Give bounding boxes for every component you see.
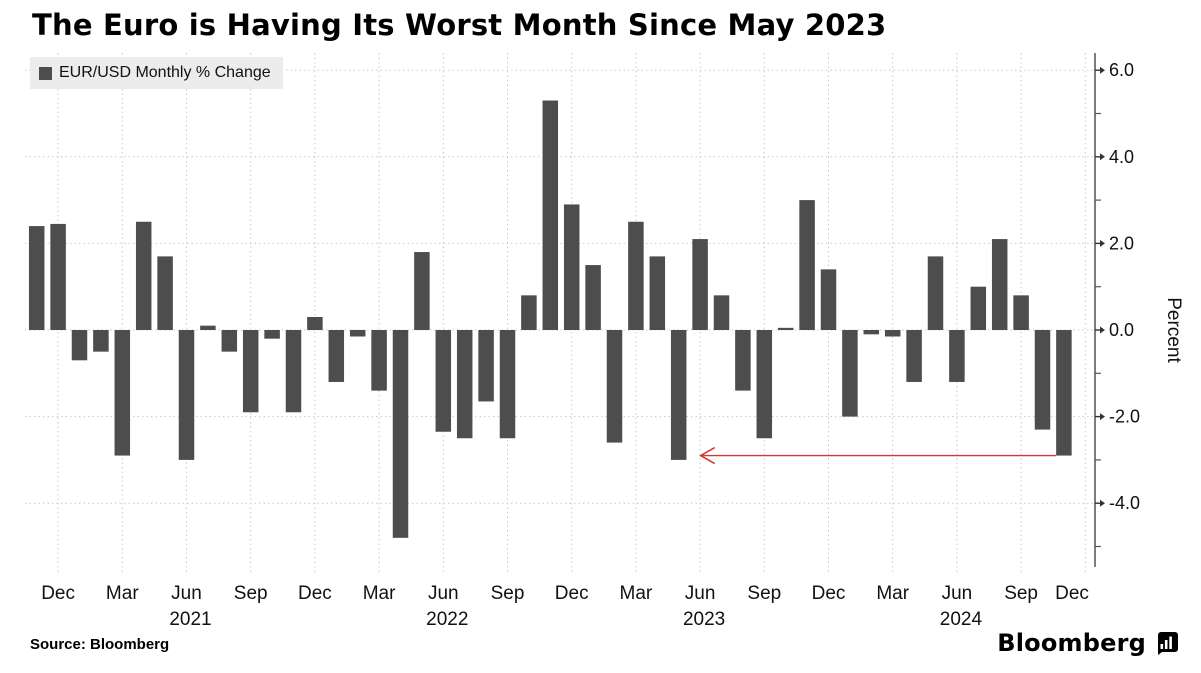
bar-jul-2022 (456, 330, 473, 439)
bar-oct-2021 (264, 330, 280, 339)
y-tick-arrow (1100, 499, 1105, 507)
bar-sep-2022 (499, 330, 516, 439)
bar-oct-2022 (521, 295, 537, 330)
bar-may-2022 (414, 252, 430, 330)
bar-sep-2024 (1013, 295, 1029, 330)
legend-label: EUR/USD Monthly % Change (59, 64, 271, 81)
x-tick-label: Dec (298, 583, 332, 604)
bar-aug-2024 (991, 239, 1008, 330)
x-year-label: 2021 (169, 609, 211, 630)
bar-aug-2022 (478, 330, 494, 402)
bar-nov-2023 (799, 200, 815, 330)
annotation-arrow-head (699, 446, 716, 465)
bar-apr-2023 (649, 256, 666, 330)
x-tick-label: Sep (234, 583, 268, 604)
bar-may-2023 (670, 330, 687, 460)
bar-apr-2021 (135, 221, 152, 330)
y-tick-label: 2.0 (1109, 233, 1134, 253)
bar-oct-2023 (777, 327, 794, 330)
y-tick-arrow (1100, 413, 1105, 421)
bar-feb-2021 (93, 330, 109, 352)
x-tick-label: Mar (620, 583, 653, 604)
bar-mar-2021 (114, 330, 131, 456)
bar-nov-2021 (285, 330, 302, 413)
bar-apr-2024 (906, 330, 922, 382)
bar-jul-2023 (713, 295, 730, 330)
bar-nov-2020 (28, 226, 45, 330)
bar-jan-2021 (71, 330, 88, 361)
bar-dec-2020 (50, 223, 66, 330)
source-label: Source: Bloomberg (30, 636, 170, 653)
bar-nov-2024 (1056, 330, 1072, 456)
bloomberg-wordmark: Bloomberg (997, 629, 1146, 657)
bar-jan-2023 (585, 265, 601, 330)
bar-mar-2022 (371, 330, 387, 391)
bar-mar-2024 (884, 330, 901, 337)
bar-mar-2023 (628, 221, 644, 330)
bar-jul-2024 (970, 286, 987, 330)
y-tick-label: -4.0 (1109, 493, 1140, 513)
y-tick-arrow (1100, 326, 1105, 334)
bar-jun-2024 (949, 330, 965, 382)
legend-swatch-icon (39, 66, 52, 80)
bloomberg-logo: Bloomberg (997, 629, 1179, 657)
x-tick-label: Jun (171, 583, 202, 604)
x-tick-label: Dec (555, 583, 589, 604)
x-tick-label: Jun (685, 583, 716, 604)
x-year-label: 2022 (426, 609, 468, 630)
x-tick-label: Dec (812, 583, 846, 604)
x-tick-label: Mar (363, 583, 396, 604)
bar-jun-2023 (692, 239, 708, 330)
y-tick-label: -2.0 (1109, 407, 1140, 427)
x-tick-label: Sep (1004, 583, 1038, 604)
y-tick-arrow (1100, 153, 1105, 161)
bloomberg-bars-icon (1158, 631, 1178, 655)
x-tick-label: Dec (41, 583, 75, 604)
bar-dec-2021 (307, 317, 323, 330)
bar-jan-2022 (328, 330, 345, 382)
x-tick-label: Mar (106, 583, 139, 604)
x-tick-label: Sep (491, 583, 525, 604)
y-axis-title: Percent (1163, 297, 1184, 363)
bar-aug-2023 (735, 330, 751, 391)
bar-apr-2022 (392, 330, 409, 538)
y-tick-arrow (1100, 66, 1105, 74)
bar-feb-2024 (863, 330, 880, 335)
bar-jan-2024 (842, 330, 858, 417)
chart-title: The Euro is Having Its Worst Month Since… (32, 8, 887, 42)
bar-may-2021 (157, 256, 173, 330)
x-tick-label: Sep (747, 583, 781, 604)
x-tick-label: Dec (1055, 583, 1089, 604)
bar-may-2024 (927, 256, 944, 330)
y-tick-label: 6.0 (1109, 60, 1134, 80)
x-year-label: 2023 (683, 609, 725, 630)
bar-jun-2021 (178, 330, 195, 460)
x-tick-label: Mar (876, 583, 909, 604)
bar-sep-2021 (242, 330, 259, 413)
bar-aug-2021 (221, 330, 238, 352)
x-tick-label: Jun (428, 583, 459, 604)
bar-dec-2022 (563, 204, 580, 330)
y-tick-arrow (1100, 239, 1105, 247)
legend: EUR/USD Monthly % Change (30, 57, 283, 89)
bar-dec-2023 (820, 269, 837, 330)
y-tick-label: 4.0 (1109, 147, 1134, 167)
bar-jun-2022 (435, 330, 452, 432)
x-tick-label: Jun (942, 583, 973, 604)
x-year-label: 2024 (940, 609, 983, 630)
bar-oct-2024 (1034, 330, 1051, 430)
bar-nov-2022 (542, 100, 559, 330)
bar-jul-2021 (200, 325, 216, 330)
bar-feb-2023 (606, 330, 623, 443)
bar-sep-2023 (756, 330, 773, 439)
y-tick-label: 0.0 (1109, 320, 1134, 340)
bar-feb-2022 (349, 330, 366, 337)
